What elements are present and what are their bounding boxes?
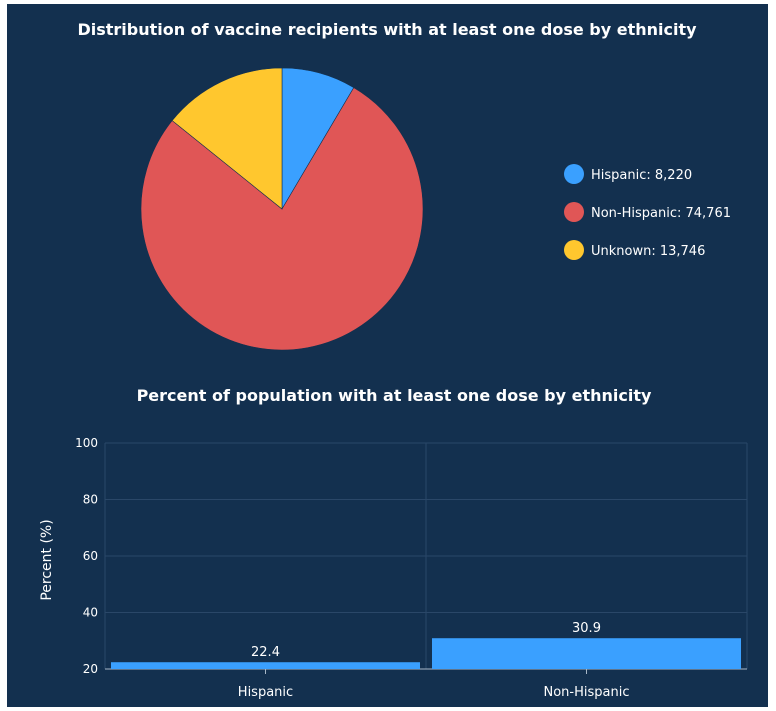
bar-hispanic[interactable]: [111, 662, 420, 669]
y-axis-ticks: 20 40 60 80 100: [75, 436, 98, 676]
pie-slice-non-hispanic[interactable]: [140, 87, 424, 351]
bar-value-label: 30.9: [572, 621, 601, 636]
pie-slice-unknown[interactable]: [171, 67, 283, 210]
chart-svg: Distribution of vaccine recipients with …: [39, 20, 748, 700]
legend-marker-non-hispanic[interactable]: [564, 202, 584, 222]
x-axis-ticks: Hispanic Non-Hispanic: [238, 669, 630, 700]
bar-non-hispanic[interactable]: [432, 638, 741, 669]
legend-label-hispanic[interactable]: Hispanic: 8,220: [591, 168, 692, 183]
y-tick-label: 100: [75, 436, 98, 450]
y-tick-label: 60: [83, 549, 98, 563]
x-tick-label: Hispanic: [238, 685, 293, 700]
bars: 22.4 30.9: [111, 621, 741, 669]
legend-marker-hispanic[interactable]: [564, 164, 584, 184]
legend-marker-unknown[interactable]: [564, 240, 584, 260]
chart-panel: Distribution of vaccine recipients with …: [7, 4, 768, 707]
bar-grid: [104, 442, 748, 670]
x-tick-label: Non-Hispanic: [544, 685, 630, 700]
pie-chart-title: Distribution of vaccine recipients with …: [77, 20, 697, 39]
legend-label-non-hispanic[interactable]: Non-Hispanic: 74,761: [591, 206, 731, 221]
y-tick-label: 40: [83, 606, 98, 620]
pie-legend: Hispanic: 8,220 Non-Hispanic: 74,761 Unkno…: [564, 164, 731, 260]
bar-chart-title: Percent of population with at least one …: [137, 386, 652, 405]
pie-slices: [140, 67, 424, 351]
bar-value-label: 22.4: [251, 645, 280, 660]
legend-label-unknown[interactable]: Unknown: 13,746: [591, 244, 705, 259]
y-tick-label: 20: [83, 662, 98, 676]
y-axis-label: Percent (%): [39, 519, 55, 600]
y-tick-label: 80: [83, 493, 98, 507]
